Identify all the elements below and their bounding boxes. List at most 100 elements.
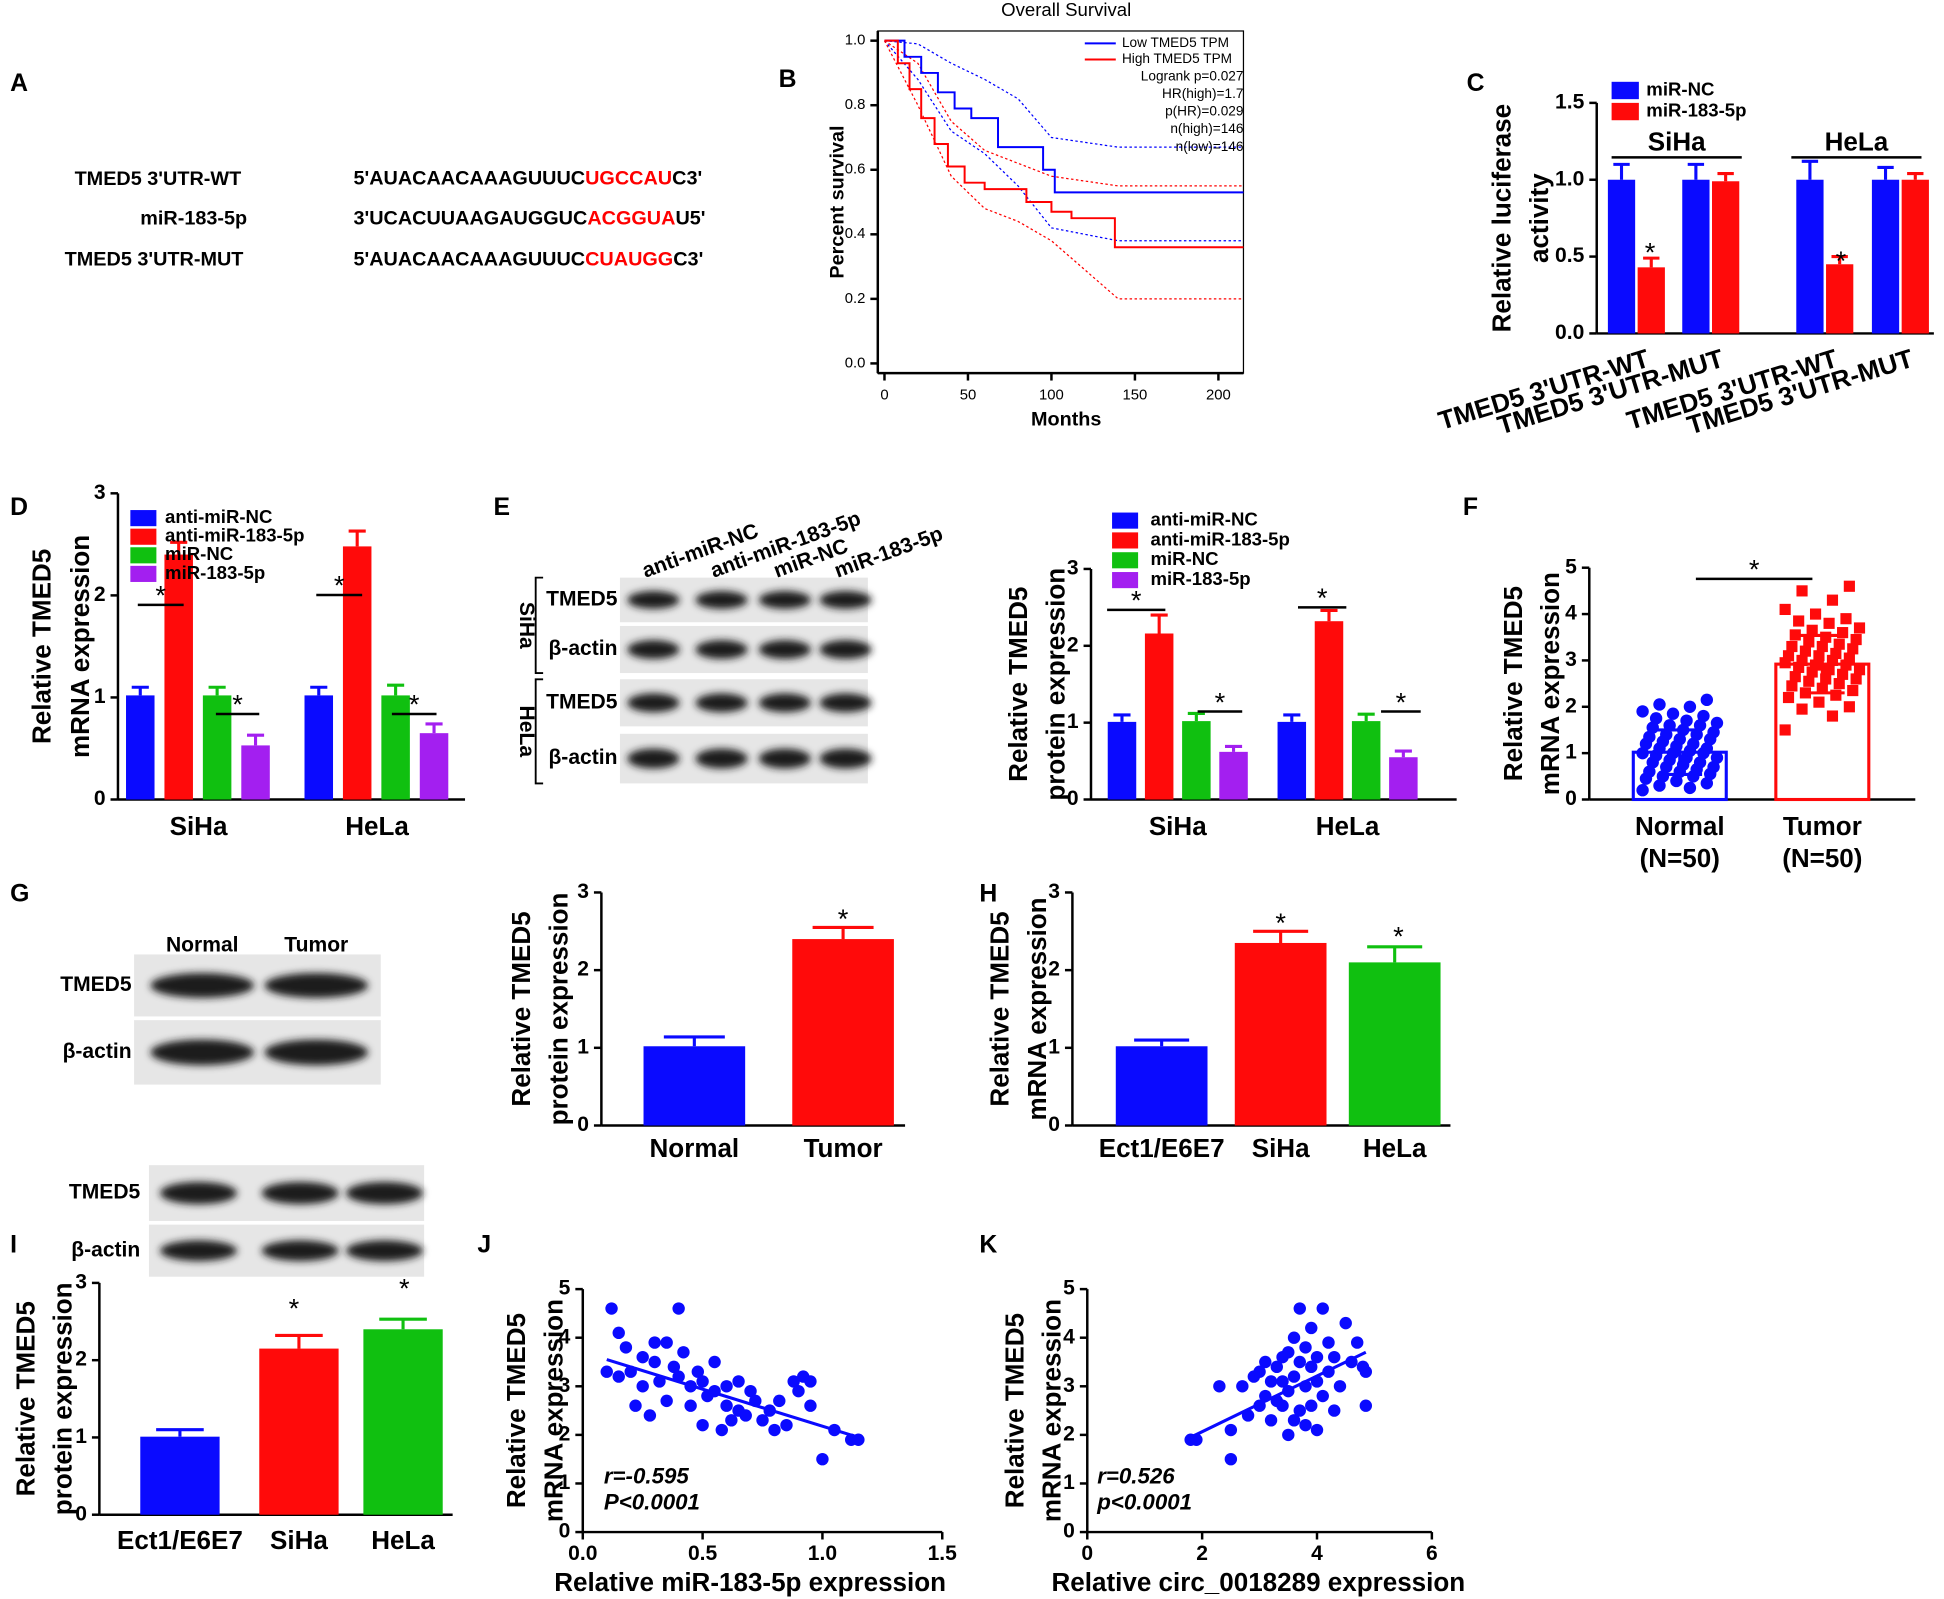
panel-letter: F: [1463, 494, 1478, 521]
data-point: [1786, 680, 1798, 692]
data-point: [1316, 1302, 1329, 1315]
legend-label: miR-183-5p: [1646, 99, 1746, 120]
y-axis-label: Relative TMED5: [506, 911, 536, 1106]
blot-band: [819, 748, 872, 769]
data-point: [1328, 1350, 1341, 1364]
y-axis-label: Relative TMED5: [26, 549, 56, 744]
data-point: [1287, 1370, 1301, 1383]
data-point: [1333, 1380, 1347, 1393]
legend-swatch: [1112, 572, 1139, 589]
annotation: n(high)=146: [1170, 121, 1243, 136]
blot-bracket: [534, 576, 544, 674]
data-point: [1823, 617, 1835, 629]
x-tick-label: Ect1/E6E7: [1099, 1133, 1225, 1163]
data-point: [1305, 1360, 1318, 1374]
survival-curve: [884, 39, 1244, 194]
data-point: [1840, 613, 1852, 625]
data-point: [1700, 693, 1714, 707]
data-point: [1213, 1380, 1226, 1393]
blot-bracket: [534, 678, 544, 785]
sequence-part: 5'AUACAACAAAGUUUC: [353, 168, 585, 190]
blot-band: [758, 591, 811, 609]
data-point: [1796, 654, 1808, 667]
y-axis-label: mRNA expression: [538, 1299, 568, 1522]
data-point: [1837, 627, 1849, 639]
bar: [164, 554, 193, 800]
x-tick-label: Tumor: [1783, 811, 1862, 841]
error-bar: [812, 925, 874, 940]
bar: [1115, 1046, 1208, 1126]
binding-site: UGCCAU: [585, 168, 672, 190]
error-bar: [1187, 711, 1205, 722]
data-point: [1789, 671, 1801, 683]
y-axis-label: Relative TMED5: [985, 911, 1015, 1106]
legend-label: anti-miR-NC: [1150, 509, 1257, 530]
x-tick-label: 0: [1081, 1542, 1093, 1565]
blot-lane-label: Normal: [166, 933, 239, 956]
data-point: [732, 1375, 745, 1388]
y-tick-label: 5: [1565, 555, 1577, 578]
blot-row-label: TMED5: [69, 1181, 141, 1204]
data-point: [612, 1370, 625, 1383]
data-point: [792, 1384, 805, 1398]
data-point: [1293, 1404, 1306, 1417]
data-point: [1843, 652, 1855, 664]
data-point: [696, 1375, 709, 1388]
panel-letter: J: [477, 1231, 491, 1258]
x-tick-label: SiHa: [1149, 811, 1207, 841]
x-tick-label: 50: [960, 387, 977, 403]
panel-letter: A: [10, 70, 28, 97]
bar: [419, 733, 449, 800]
y-tick-label: 3: [1063, 1374, 1075, 1397]
blot-band: [627, 640, 680, 659]
error-bar: [246, 733, 265, 746]
blot-band: [264, 973, 369, 998]
significance-label: *: [334, 570, 345, 601]
legend-label: anti-miR-183-5p: [165, 525, 304, 546]
y-axis-label: Relative TMED5: [999, 1313, 1029, 1508]
data-point: [1316, 1389, 1329, 1403]
bar: [202, 695, 232, 800]
error-bar: [387, 683, 405, 696]
data-point: [691, 1365, 705, 1378]
data-point: [1793, 615, 1805, 627]
bar: [342, 546, 372, 800]
y-tick-label: 0: [1067, 787, 1079, 810]
significance-label: *: [1836, 245, 1847, 276]
data-point: [1322, 1336, 1335, 1349]
data-point: [605, 1302, 618, 1315]
panel-letter: D: [10, 494, 28, 521]
error-bar: [1367, 945, 1423, 963]
data-point: [1339, 1316, 1352, 1330]
data-point: [1299, 1418, 1312, 1432]
y-tick-label: 1.5: [1555, 90, 1585, 113]
blot-band: [758, 640, 811, 659]
y-tick-label: 1: [1565, 741, 1577, 764]
data-point: [619, 1341, 633, 1354]
data-point: [1796, 585, 1808, 597]
data-point: [1843, 701, 1855, 713]
x-axis-label: Relative circ_0018289 expression: [1052, 1567, 1466, 1597]
data-point: [1282, 1428, 1295, 1442]
y-tick-label: 2: [1048, 958, 1060, 981]
y-axis-label: protein expression: [543, 893, 573, 1126]
y-tick-label: 1.0: [845, 33, 866, 49]
bar: [1144, 633, 1174, 800]
y-tick-label: 3: [1565, 648, 1577, 671]
binding-site: CUAUGG: [585, 249, 673, 271]
data-point: [1697, 709, 1710, 723]
blot-band: [160, 1240, 238, 1262]
blot-band: [345, 1240, 423, 1262]
blot-band: [627, 748, 680, 769]
error-bar: [1801, 159, 1819, 180]
sequence-name: TMED5 3'UTR-WT: [75, 168, 242, 190]
y-tick-label: 0: [1048, 1113, 1060, 1136]
data-point: [708, 1355, 721, 1369]
y-axis-label: Percent survival: [826, 125, 848, 278]
data-point: [1850, 633, 1862, 646]
group-label: SiHa: [1648, 127, 1706, 157]
data-point: [1359, 1365, 1373, 1378]
data-point: [773, 1394, 786, 1408]
bar: [1234, 942, 1327, 1126]
